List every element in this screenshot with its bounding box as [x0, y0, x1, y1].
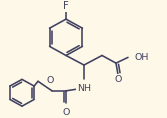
Text: NH: NH [77, 84, 91, 93]
Text: O: O [114, 75, 122, 84]
Text: OH: OH [135, 53, 149, 62]
Text: O: O [62, 108, 70, 117]
Text: F: F [63, 1, 69, 11]
Text: O: O [46, 76, 54, 85]
